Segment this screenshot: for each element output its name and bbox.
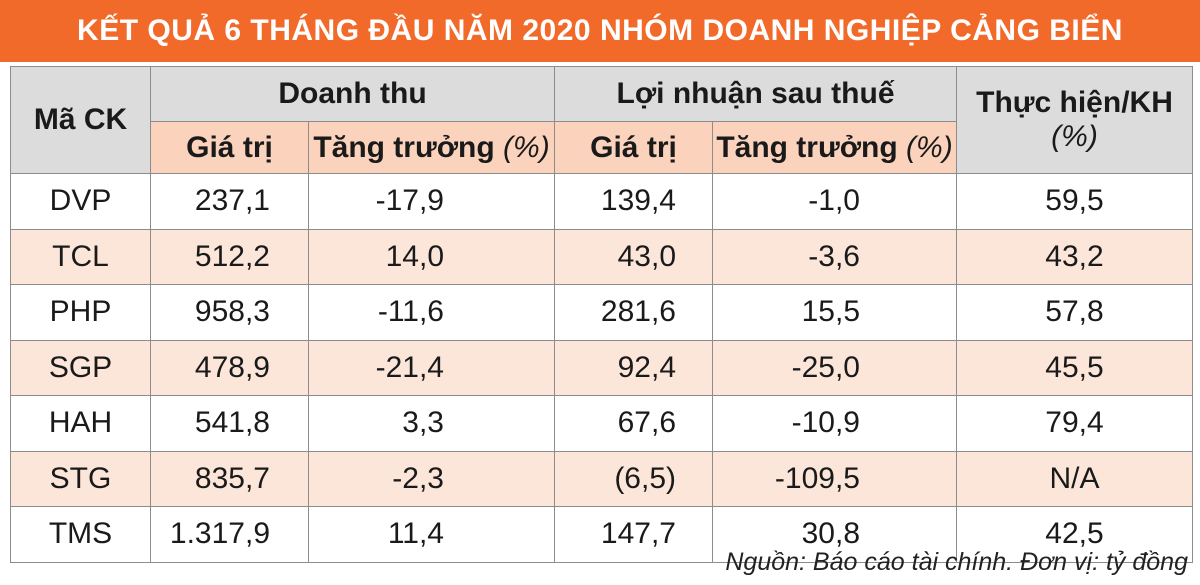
- header-profit-value: Giá trị: [554, 121, 713, 174]
- cell-revenue: 541,8: [150, 395, 309, 452]
- table-row: HAH 541,8 3,3 67,6 -10,9 79,4: [10, 395, 1193, 452]
- cell-revenue-growth: -17,9: [308, 173, 555, 230]
- results-table: Mã CK Doanh thu Lợi nhuận sau thuế Thực …: [10, 66, 1193, 563]
- cell-revenue: 237,1: [150, 173, 309, 230]
- cell-code: TCL: [10, 228, 151, 285]
- cell-plan: N/A: [956, 450, 1193, 507]
- cell-revenue-growth: -21,4: [308, 339, 555, 396]
- cell-revenue-growth: 3,3: [308, 395, 555, 452]
- cell-plan: 43,2: [956, 228, 1193, 285]
- cell-profit: (6,5): [554, 450, 713, 507]
- cell-profit: 92,4: [554, 339, 713, 396]
- cell-plan: 57,8: [956, 284, 1193, 341]
- cell-revenue-growth: -2,3: [308, 450, 555, 507]
- cell-revenue: 512,2: [150, 228, 309, 285]
- header-profit-group: Lợi nhuận sau thuế: [554, 66, 957, 122]
- cell-code: DVP: [10, 173, 151, 230]
- cell-revenue: 478,9: [150, 339, 309, 396]
- cell-revenue: 1.317,9: [150, 506, 309, 563]
- cell-profit-growth: 15,5: [712, 284, 957, 341]
- table-row: STG 835,7 -2,3 (6,5) -109,5 N/A: [10, 450, 1193, 507]
- header-revenue-growth: Tăng trưởng (%): [308, 121, 555, 174]
- header-revenue-growth-label: Tăng trưởng: [313, 130, 495, 164]
- header-profit-growth-unit: (%): [906, 130, 953, 164]
- header-plan-unit: (%): [1051, 120, 1098, 153]
- cell-profit: 139,4: [554, 173, 713, 230]
- cell-profit-growth: -25,0: [712, 339, 957, 396]
- cell-code: SGP: [10, 339, 151, 396]
- header-revenue-group: Doanh thu: [150, 66, 555, 122]
- source-footnote: Nguồn: Báo cáo tài chính. Đơn vị: tỷ đồn…: [725, 548, 1188, 576]
- header-revenue-value: Giá trị: [150, 121, 309, 174]
- header-row-sub: Giá trị Tăng trưởng (%) Giá trị Tăng trư…: [11, 121, 1193, 174]
- cell-code: TMS: [10, 506, 151, 563]
- cell-code: STG: [10, 450, 151, 507]
- cell-plan: 59,5: [956, 173, 1193, 230]
- cell-revenue: 958,3: [150, 284, 309, 341]
- cell-profit-growth: -10,9: [712, 395, 957, 452]
- header-row-group: Mã CK Doanh thu Lợi nhuận sau thuế Thực …: [10, 66, 1193, 174]
- header-profit-growth: Tăng trưởng (%): [712, 121, 957, 174]
- cell-profit: 281,6: [554, 284, 713, 341]
- table-row: TCL 512,2 14,0 43,0 -3,6 43,2: [10, 228, 1193, 285]
- cell-profit: 43,0: [554, 228, 713, 285]
- cell-profit-growth: -3,6: [712, 228, 957, 285]
- cell-revenue-growth: 14,0: [308, 228, 555, 285]
- table-row: DVP 237,1 -17,9 139,4 -1,0 59,5: [10, 173, 1193, 230]
- cell-profit-growth: -109,5: [712, 450, 957, 507]
- cell-profit: 67,6: [554, 395, 713, 452]
- cell-profit-growth: 30,8: [712, 506, 957, 563]
- cell-revenue-growth: -11,6: [308, 284, 555, 341]
- cell-revenue-growth: 11,4: [308, 506, 555, 563]
- cell-revenue: 835,7: [150, 450, 309, 507]
- table-row: TMS 1.317,9 11,4 147,7 30,8 42,5: [10, 506, 1193, 563]
- table-row: SGP 478,9 -21,4 92,4 -25,0 45,5: [10, 339, 1193, 396]
- table-title: KẾT QUẢ 6 THÁNG ĐẦU NĂM 2020 NHÓM DOANH …: [0, 0, 1200, 62]
- cell-plan: 45,5: [956, 339, 1193, 396]
- cell-plan: 42,5: [956, 506, 1193, 563]
- cell-code: HAH: [10, 395, 151, 452]
- cell-profit-growth: -1,0: [712, 173, 957, 230]
- cell-code: PHP: [10, 284, 151, 341]
- cell-profit: 147,7: [554, 506, 713, 563]
- header-plan: Thực hiện/KH (%): [956, 66, 1193, 174]
- table-row: PHP 958,3 -11,6 281,6 15,5 57,8: [10, 284, 1193, 341]
- cell-plan: 79,4: [956, 395, 1193, 452]
- header-plan-label: Thực hiện/KH: [976, 86, 1173, 119]
- header-code: Mã CK: [10, 66, 151, 174]
- header-revenue-growth-unit: (%): [503, 130, 550, 164]
- header-profit-growth-label: Tăng trưởng: [716, 130, 898, 164]
